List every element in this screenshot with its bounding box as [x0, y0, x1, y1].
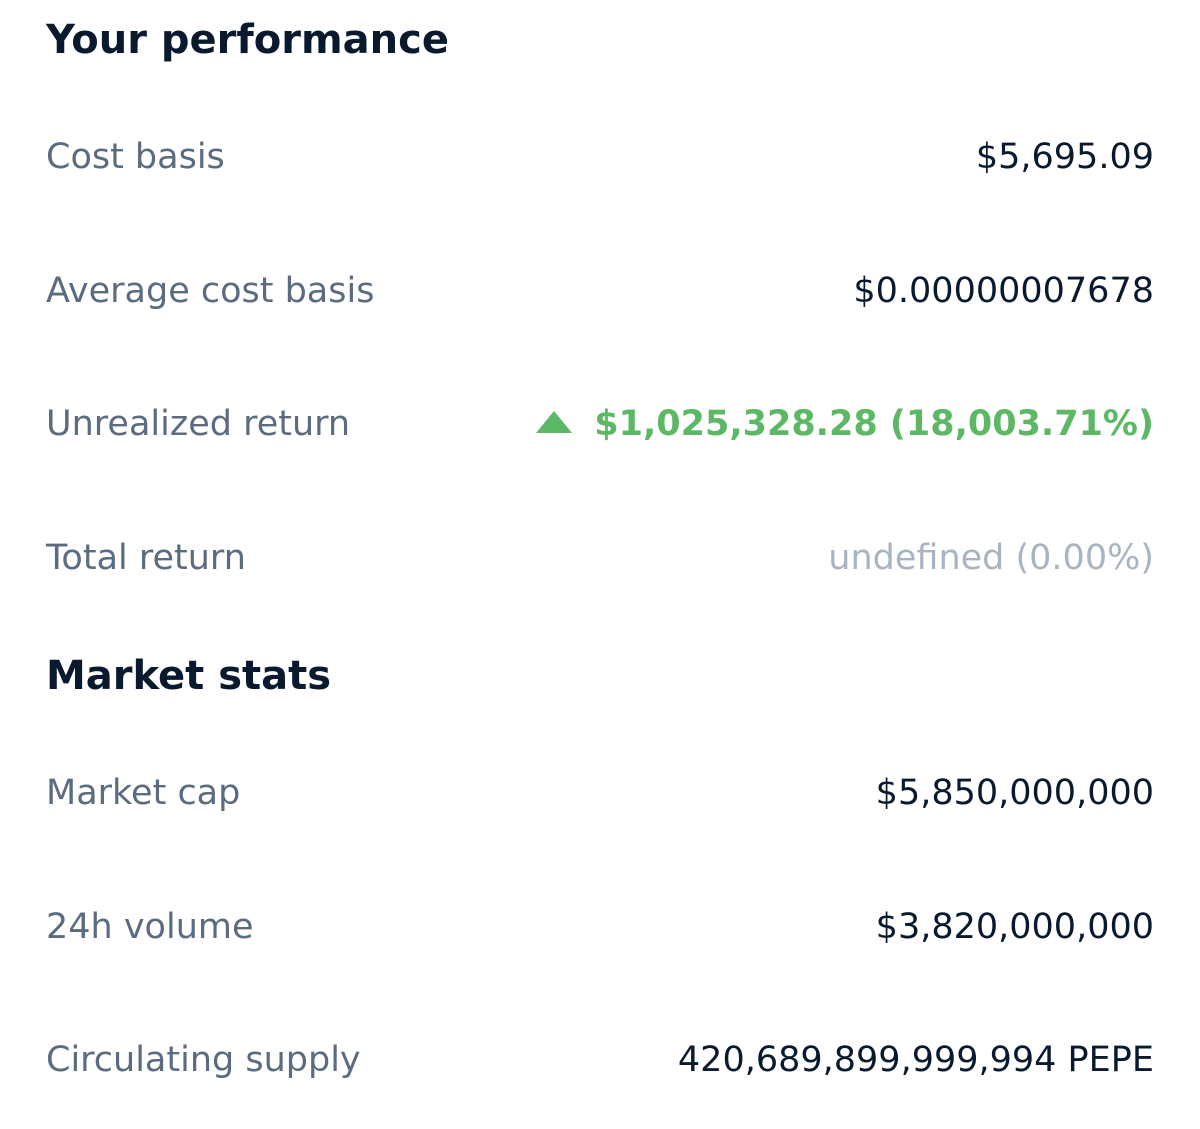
total-return-row: Total return undefined (0.00%): [46, 528, 1154, 588]
cost-basis-value: $5,695.09: [975, 137, 1154, 177]
market-cap-value: $5,850,000,000: [875, 773, 1154, 813]
unrealized-return-row: Unrealized return $1,025,328.28 (18,003.…: [46, 394, 1154, 454]
cost-basis-row: Cost basis $5,695.09: [46, 127, 1154, 187]
circulating-supply-label: Circulating supply: [46, 1040, 361, 1080]
up-triangle-icon: [536, 411, 573, 433]
average-cost-basis-row: Average cost basis $0.00000007678: [46, 261, 1154, 321]
average-cost-basis-label: Average cost basis: [46, 271, 375, 311]
performance-title: Your performance: [46, 17, 449, 63]
market-stats-title: Market stats: [46, 653, 332, 699]
volume-24h-label: 24h volume: [46, 907, 254, 947]
market-cap-row: Market cap $5,850,000,000: [46, 763, 1154, 823]
total-return-label: Total return: [46, 538, 246, 578]
circulating-supply-value: 420,689,899,999,994 PEPE: [677, 1040, 1154, 1080]
circulating-supply-row: Circulating supply 420,689,899,999,994 P…: [46, 1030, 1154, 1090]
unrealized-return-value: $1,025,328.28 (18,003.71%): [594, 404, 1154, 444]
total-return-value: undefined (0.00%): [828, 538, 1154, 578]
cost-basis-label: Cost basis: [46, 137, 225, 177]
unrealized-return-value-group: $1,025,328.28 (18,003.71%): [536, 404, 1154, 444]
average-cost-basis-value: $0.00000007678: [853, 271, 1154, 311]
volume-24h-value: $3,820,000,000: [875, 907, 1154, 947]
unrealized-return-label: Unrealized return: [46, 404, 351, 444]
volume-24h-row: 24h volume $3,820,000,000: [46, 897, 1154, 957]
market-cap-label: Market cap: [46, 773, 241, 813]
